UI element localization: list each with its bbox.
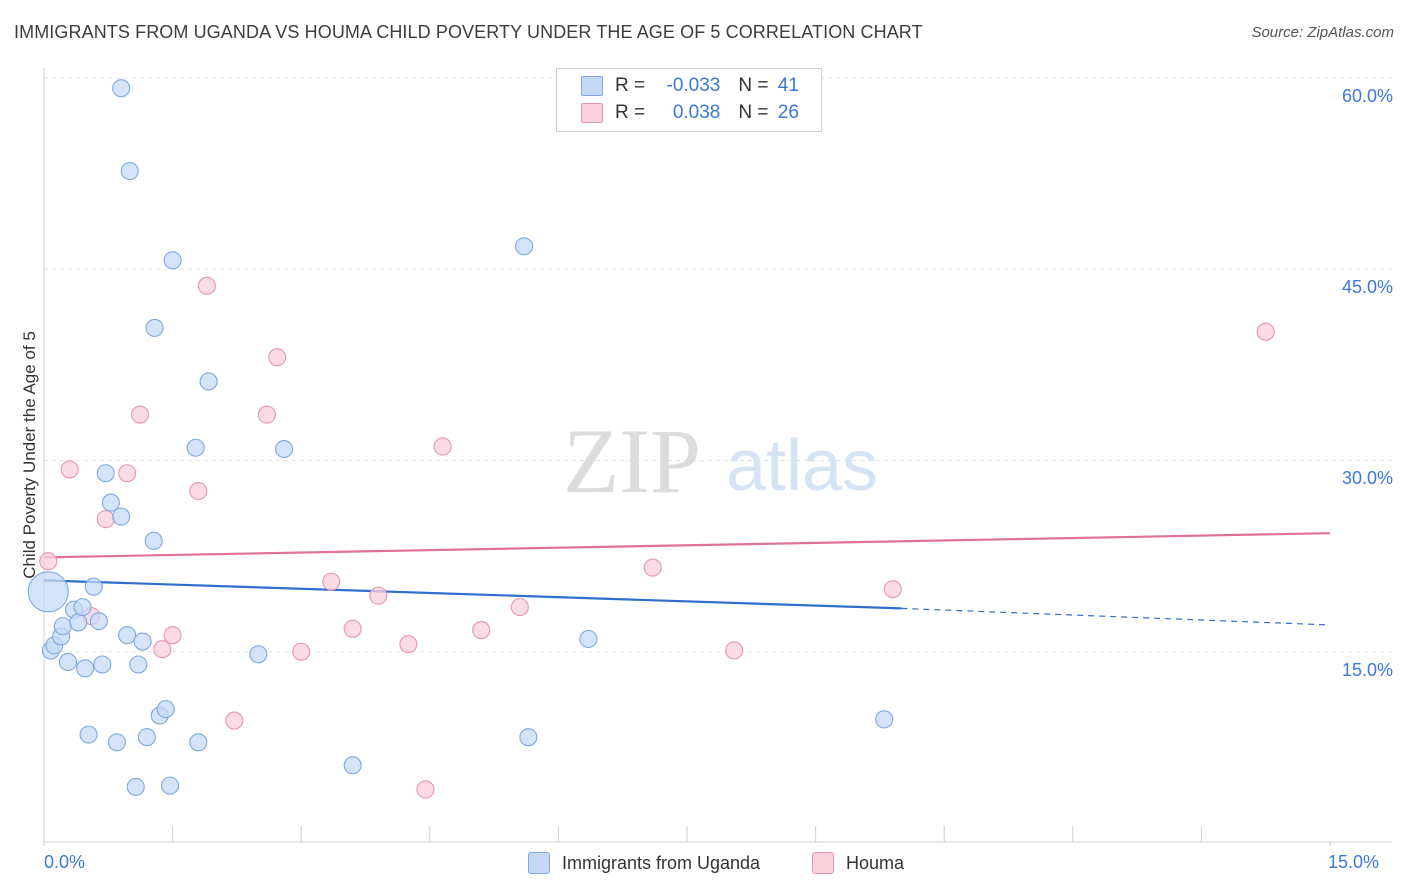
houma-point [292,642,311,661]
uganda-point [107,733,126,752]
houma-point [416,780,435,799]
houma-point [189,482,208,501]
houma-point [257,405,276,424]
uganda-point [58,652,78,672]
y-tick-label-60: 60.0% [1341,86,1393,106]
uganda-point [129,655,148,674]
houma-point [472,621,491,640]
uganda-point [126,777,145,796]
uganda-point [515,237,534,256]
uganda-point [93,655,112,674]
y-tick-label-30: 30.0% [1341,468,1393,488]
legend-row-houma: R = 0.038 N = 26 [581,101,799,125]
houma-point [322,572,341,591]
uganda-point [27,571,69,613]
houma-point [130,405,150,424]
uganda-points [27,79,894,796]
y-tick-label-45: 45.0% [1341,277,1393,297]
legend-r-label: R = [615,102,651,123]
uganda-point [79,725,98,744]
uganda-point [160,776,180,795]
uganda-point [112,79,131,98]
houma-point [163,626,182,645]
uganda-point [133,632,152,651]
uganda-point [112,507,131,526]
uganda-point [53,617,72,636]
houma-point [343,619,362,638]
legend-n-value: 41 [777,75,799,96]
houma-point [60,460,79,479]
legend-r-label: R = [615,75,651,96]
legend-r-value: -0.033 [666,75,721,96]
houma-point [39,552,58,571]
watermark-atlas: atlas [726,426,878,506]
uganda-point [118,626,137,645]
uganda-point [343,756,362,775]
correlation-legend: R = -0.033 N = 41 R = 0.038 N = 26 [556,68,822,132]
uganda-point [101,493,120,512]
uganda-point [275,439,294,459]
trend-lines [43,532,1331,626]
legend-n-label: N = [738,102,774,123]
uganda-point [144,531,163,550]
x-tick-label-max: 15.0% [1328,852,1380,872]
legend-row-uganda: R = -0.033 N = 41 [581,74,799,98]
uganda-point [186,438,205,457]
legend-r-value: 0.038 [672,102,721,123]
uganda-point [84,577,103,596]
uganda-point [145,318,164,337]
watermark: ZIP atlas [563,410,878,512]
uganda-point [120,162,139,181]
houma-point [433,437,452,456]
houma-point [153,640,172,659]
houma-point [510,598,529,617]
houma-point [225,711,244,730]
uganda-trend-line-extrapolated [901,607,1331,626]
houma-point [725,641,744,660]
bottom-legend-swatch-houma [812,852,834,874]
bottom-legend-label-houma: Houma [846,852,905,873]
uganda-point [249,645,268,664]
bottom-legend-uganda: Immigrants from Uganda [528,852,760,874]
gridlines [44,77,1392,653]
uganda-point [73,598,92,617]
houma-point [197,276,216,295]
uganda-point [579,629,598,649]
uganda-point [189,733,208,752]
houma-point [118,464,137,483]
legend-swatch-houma [581,103,603,123]
y-tick-label-15: 15.0% [1341,660,1393,680]
x-tick-label-min: 0.0% [44,852,86,872]
watermark-zip: ZIP [563,410,701,512]
bottom-legend-swatch-uganda [528,852,550,874]
legend-n-value: 26 [777,102,799,123]
houma-point [96,510,115,529]
bottom-legend-label-uganda: Immigrants from Uganda [562,852,761,873]
axes [43,68,1392,846]
uganda-point [163,251,182,270]
bottom-legend-houma: Houma [812,852,904,874]
houma-point [268,348,287,367]
uganda-point [89,612,108,631]
houma-point [369,586,388,605]
legend-n-label: N = [738,75,774,96]
houma-point [643,558,662,577]
uganda-point [156,700,175,719]
houma-trend-line [43,532,1331,559]
uganda-point [875,710,894,729]
uganda-point [96,464,115,483]
legend-swatch-uganda [581,76,603,96]
houma-point [399,635,418,654]
source-label: Source: ZipAtlas.com [1251,24,1394,41]
houma-point [1256,322,1275,341]
uganda-point [519,728,538,747]
uganda-point [69,613,88,632]
uganda-point [76,659,95,678]
chart-title: IMMIGRANTS FROM UGANDA VS HOUMA CHILD PO… [14,22,923,42]
uganda-trend-line [43,579,902,610]
houma-point [883,580,902,599]
uganda-point [137,728,156,747]
uganda-point [199,372,218,391]
